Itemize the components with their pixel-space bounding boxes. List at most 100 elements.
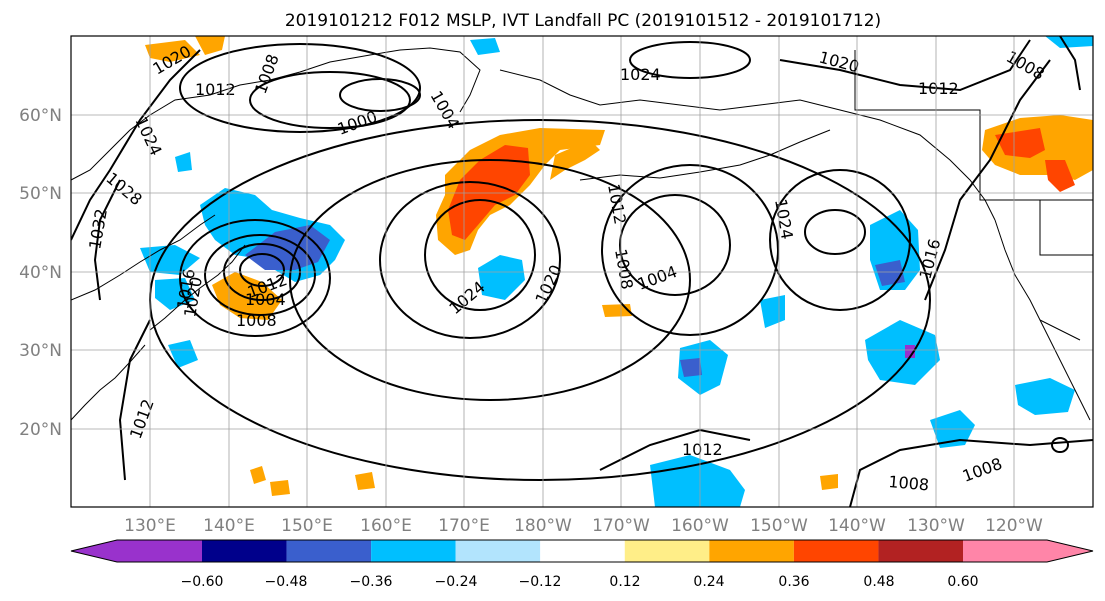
isobars	[71, 36, 1093, 507]
isobar-label: 1012	[195, 80, 236, 99]
colorbar-tick-label: 0.60	[947, 574, 978, 590]
colorbar-segment	[793, 540, 879, 562]
colorbar-segment	[371, 540, 456, 562]
isobar	[1059, 36, 1081, 91]
colorbar-tick-label: 0.24	[693, 574, 724, 590]
ivt-negative-region	[678, 340, 728, 395]
ivt-negative-region	[168, 340, 198, 368]
isobar	[769, 169, 911, 311]
colorbar-outline	[70, 539, 1094, 563]
isobar	[601, 164, 779, 336]
isobar	[179, 43, 421, 133]
isobar-label: 1024	[620, 65, 661, 84]
ivt-positive-region	[820, 474, 838, 490]
ivt-positive-region	[250, 466, 266, 484]
ivt-positive-region	[145, 40, 200, 62]
colorbar-tick-label: −0.48	[265, 574, 308, 590]
lon-label: 160°E	[360, 516, 412, 536]
colorbar-segment	[71, 540, 117, 562]
isobar	[379, 181, 561, 339]
ivt-negative-region	[1045, 36, 1093, 48]
ivt-negative-region	[245, 225, 330, 270]
lat-labels: 60°N 50°N 40°N 30°N 20°N	[19, 106, 62, 440]
lon-label: 180°W	[514, 516, 572, 536]
colorbar-tick-label: 0.36	[778, 574, 809, 590]
isobar	[339, 78, 421, 112]
map-title: 2019101212 F012 MSLP, IVT Landfall PC (2…	[285, 11, 881, 31]
ivt-positive-region	[1045, 160, 1075, 192]
isobar	[118, 319, 151, 481]
lon-labels: 130°E 140°E 150°E 160°E 170°E 180°W 170°…	[124, 516, 1043, 536]
isobar	[629, 41, 751, 79]
lon-label: 140°W	[828, 516, 886, 536]
colorbar-tick-label: −0.60	[181, 574, 224, 590]
isobar	[779, 39, 1031, 92]
isobar	[179, 219, 331, 337]
ivt-positive-region	[995, 128, 1045, 158]
isobar	[804, 209, 866, 255]
ivt-negative-region	[680, 358, 702, 377]
lat-label: 20°N	[19, 420, 62, 440]
colorbar-segment	[878, 540, 963, 562]
ivt-positive-region	[270, 480, 290, 496]
isobar-label: 1012	[918, 79, 959, 98]
lon-label: 130°E	[124, 516, 176, 536]
isobar	[93, 179, 121, 301]
ivt-negative-region	[470, 38, 500, 55]
colorbar-segment	[709, 540, 794, 562]
colorbar-segment	[1047, 540, 1093, 562]
isobar	[424, 199, 536, 311]
isobar	[849, 438, 1093, 507]
colorbar-segment	[624, 540, 710, 562]
lat-label: 40°N	[19, 263, 62, 283]
isobar	[249, 71, 411, 129]
isobar-label: 1008	[236, 311, 277, 330]
map-frame	[70, 35, 1094, 508]
ivt-positive-region	[550, 140, 600, 180]
isobar	[619, 194, 731, 296]
isobar	[1051, 437, 1069, 453]
isobar	[71, 49, 201, 241]
ivt-positive-region	[355, 472, 375, 490]
ivt-negative-region	[478, 255, 525, 300]
isobar	[599, 428, 751, 471]
gridlines	[71, 36, 1093, 507]
ivt-negative-region	[650, 455, 745, 507]
ivt-negative-region	[155, 278, 195, 310]
colorbar-tick-label: 0.12	[609, 574, 640, 590]
colorbar-tick-label: −0.36	[350, 574, 393, 590]
ivt-negative-region	[1015, 378, 1075, 415]
isobar-labels: 1020 1012 1008 1024 1028 1032 1000 1004 …	[85, 42, 1048, 495]
lat-label: 60°N	[19, 106, 62, 126]
isobar	[239, 253, 285, 287]
lon-label: 140°E	[203, 516, 255, 536]
colorbar	[70, 539, 1094, 563]
colorbar-tick-label: 0.48	[863, 574, 894, 590]
lon-label: 170°W	[592, 516, 650, 536]
isobar	[924, 59, 1051, 301]
ivt-positive-region	[448, 145, 530, 240]
isobar	[204, 234, 316, 316]
colorbar-segment	[540, 540, 625, 562]
lon-label: 160°W	[671, 516, 729, 536]
lat-label: 30°N	[19, 341, 62, 361]
colorbar-segment	[117, 540, 202, 562]
lon-label: 170°E	[438, 516, 490, 536]
colorbar-ticks: −0.60 −0.48 −0.36 −0.24 −0.12 0.12 0.24 …	[181, 574, 979, 590]
colorbar-segment	[455, 540, 541, 562]
colorbar-tick-label: −0.12	[519, 574, 562, 590]
colorbar-segment	[286, 540, 372, 562]
lon-label: 150°W	[750, 516, 808, 536]
ivt-negative-region	[175, 152, 192, 172]
colorbar-tick-label: −0.24	[435, 574, 478, 590]
map-panel: 1020 1012 1008 1024 1028 1032 1000 1004 …	[70, 35, 1094, 508]
lon-label: 120°W	[985, 516, 1043, 536]
isobar	[289, 159, 691, 401]
lon-label: 150°E	[281, 516, 333, 536]
isobar-label: 1008	[888, 472, 930, 494]
colorbar-segment	[963, 540, 1047, 562]
map-background	[71, 36, 1093, 507]
lat-label: 50°N	[19, 184, 62, 204]
colorbar-segment	[202, 540, 287, 562]
